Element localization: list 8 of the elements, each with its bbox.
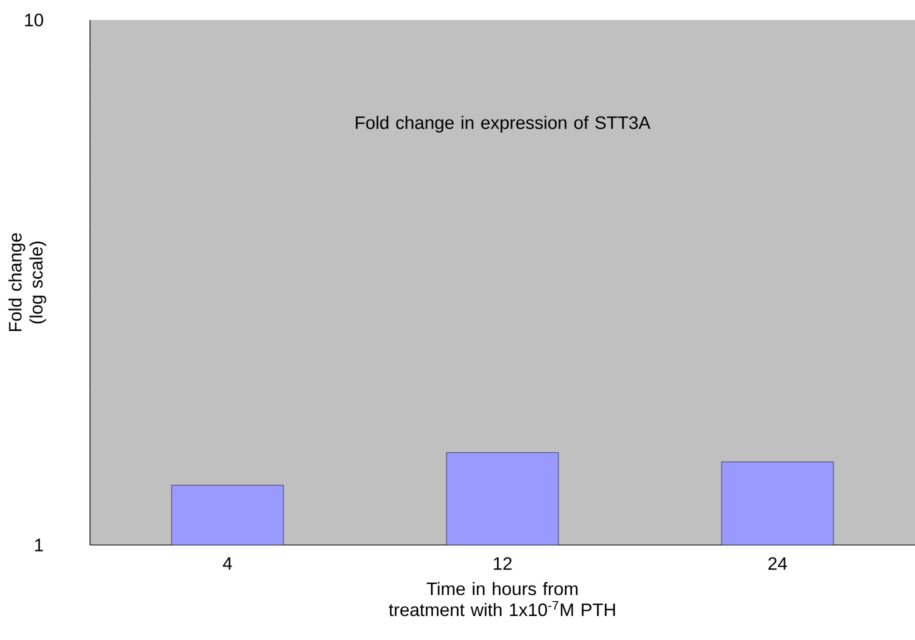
- x-tick-label: 24: [768, 557, 787, 570]
- x-tick-label: 4: [222, 557, 232, 570]
- text: Fold change in expression of STT3A: [356, 116, 650, 133]
- y-tick-label: 1: [35, 538, 43, 552]
- x-tick-label: 12: [494, 557, 512, 570]
- y-tick-label: 10: [25, 14, 44, 26]
- y-axis-title: Fold change (log scale): [8, 233, 46, 332]
- x-axis-title: Time in hours from treatment with 1x10$^{-7}$M PTH: [388, 582, 615, 616]
